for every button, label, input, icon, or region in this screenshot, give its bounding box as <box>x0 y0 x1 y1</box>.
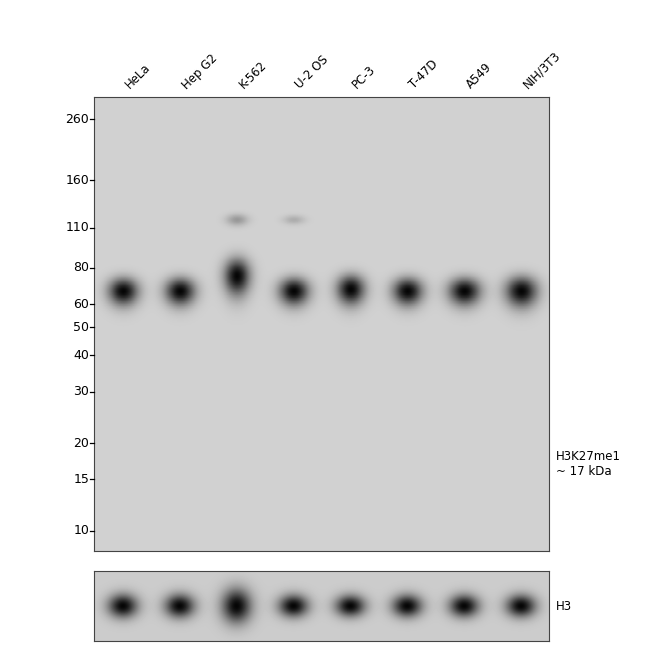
Text: NIH/3T3: NIH/3T3 <box>521 49 563 92</box>
Text: 80: 80 <box>73 261 89 275</box>
Text: 50: 50 <box>73 321 89 334</box>
Text: 60: 60 <box>73 298 89 311</box>
Text: H3: H3 <box>556 600 572 613</box>
Text: 10: 10 <box>73 524 89 537</box>
Text: A549: A549 <box>464 61 495 92</box>
Text: 20: 20 <box>73 436 89 450</box>
Text: 110: 110 <box>65 221 89 234</box>
Text: T-47D: T-47D <box>407 58 441 92</box>
Text: 260: 260 <box>65 113 89 126</box>
Text: K-562: K-562 <box>237 59 269 92</box>
Text: U-2 OS: U-2 OS <box>293 53 332 92</box>
Text: HeLa: HeLa <box>123 61 153 92</box>
Text: 15: 15 <box>73 473 89 486</box>
Text: PC-3: PC-3 <box>350 63 378 92</box>
Text: Hep G2: Hep G2 <box>179 51 220 92</box>
Text: 30: 30 <box>73 385 89 398</box>
Text: H3K27me1
~ 17 kDa: H3K27me1 ~ 17 kDa <box>556 450 621 478</box>
Text: 40: 40 <box>73 349 89 362</box>
Text: 160: 160 <box>65 174 89 187</box>
